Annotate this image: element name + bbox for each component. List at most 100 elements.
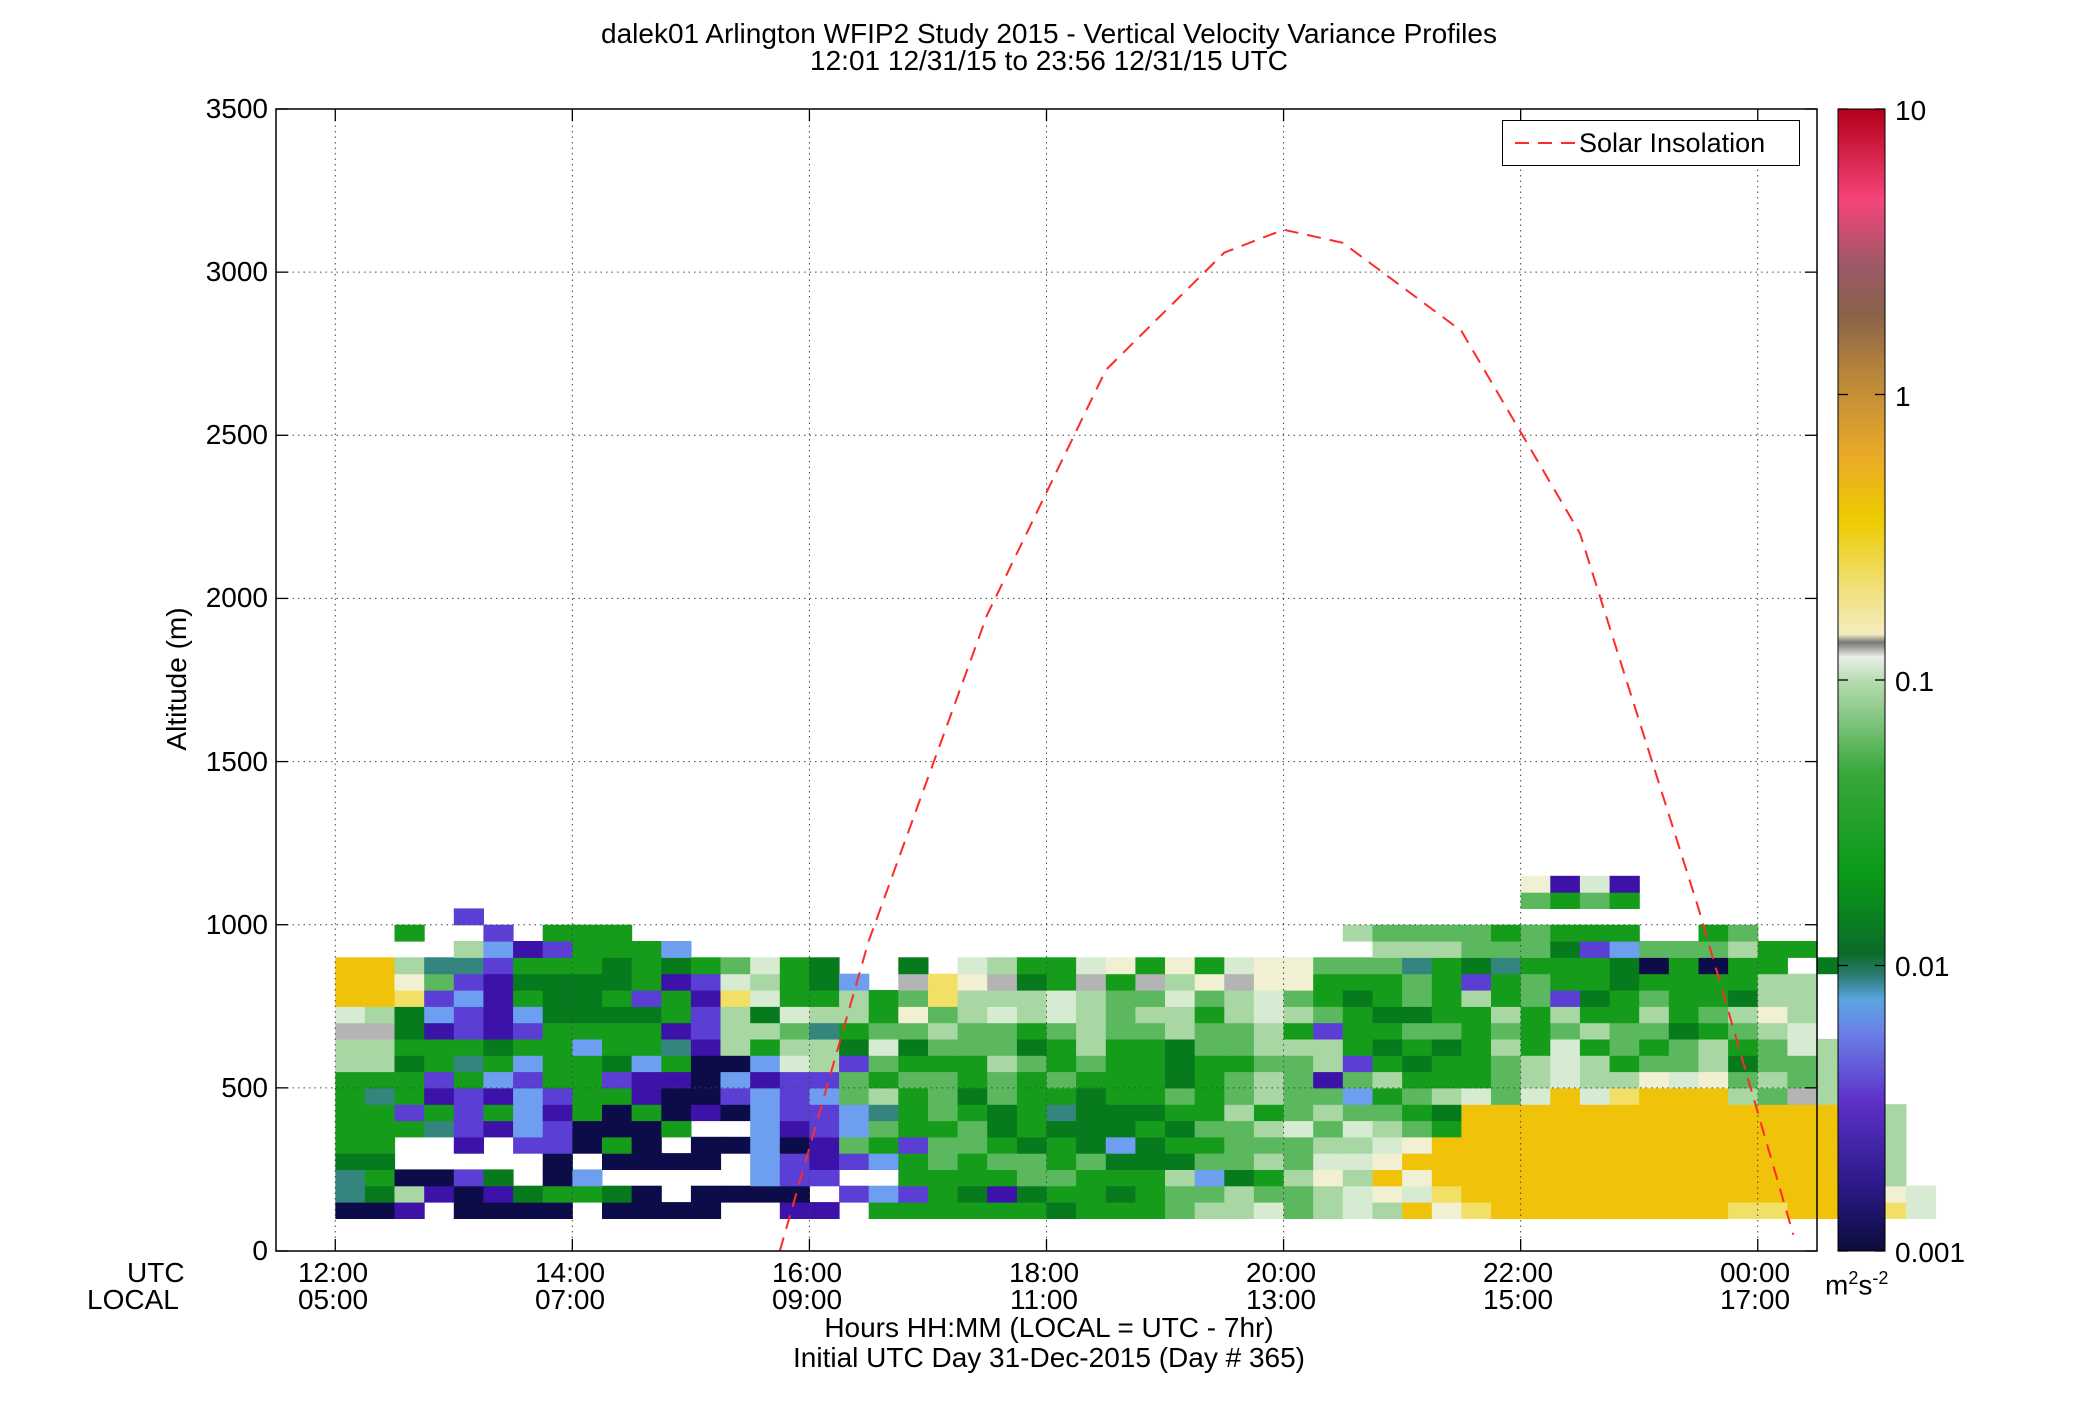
heatmap-cell xyxy=(1609,1202,1640,1219)
heatmap-cell xyxy=(1342,1185,1373,1203)
heatmap-cell xyxy=(1016,990,1048,1007)
heatmap-cell xyxy=(1757,1169,1788,1187)
heatmap-cell xyxy=(1283,1087,1314,1105)
heatmap-cell xyxy=(779,1202,810,1219)
heatmap-cell xyxy=(1253,1071,1285,1089)
heatmap-cell xyxy=(661,990,692,1007)
heatmap-cell xyxy=(957,973,988,991)
heatmap-cell xyxy=(335,1104,366,1122)
heatmap-cell xyxy=(1224,1006,1255,1024)
heatmap-cell xyxy=(809,1120,840,1138)
heatmap-cell xyxy=(1787,1006,1818,1024)
heatmap-cell xyxy=(631,957,662,975)
heatmap-cell xyxy=(957,990,988,1007)
heatmap-cell xyxy=(720,1185,751,1203)
heatmap-cell xyxy=(1016,1104,1048,1122)
heatmap-cell xyxy=(542,1185,573,1203)
heatmap-cell xyxy=(928,1071,959,1089)
heatmap-cell xyxy=(1283,973,1314,991)
heatmap-cell xyxy=(1046,1120,1077,1138)
heatmap-cell xyxy=(483,1022,514,1040)
ytick-label: 1000 xyxy=(205,909,268,940)
xtick-local-label: 11:00 xyxy=(1010,1284,1078,1315)
heatmap-cell xyxy=(364,1169,396,1187)
heatmap-cell xyxy=(661,1202,692,1219)
heatmap-cell xyxy=(1342,1071,1373,1089)
heatmap-cell xyxy=(987,1006,1018,1024)
heatmap-cell xyxy=(631,973,662,991)
heatmap-cell xyxy=(898,1071,929,1089)
heatmap-cell xyxy=(1668,1120,1699,1138)
heatmap-cell xyxy=(572,924,603,942)
heatmap-cell xyxy=(1224,957,1255,975)
heatmap-cell xyxy=(750,1087,781,1105)
heatmap-cell xyxy=(1253,973,1285,991)
heatmap-cells xyxy=(335,875,1937,1219)
heatmap-cell xyxy=(572,1104,603,1122)
heatmap-cell xyxy=(839,1022,870,1040)
heatmap-cell xyxy=(1016,1038,1048,1056)
heatmap-cell xyxy=(1046,1006,1077,1024)
heatmap-cell xyxy=(1105,990,1136,1007)
heatmap-cell xyxy=(453,1136,484,1154)
heatmap-cell xyxy=(631,1153,662,1170)
heatmap-cell xyxy=(1342,973,1373,991)
heatmap-cell xyxy=(513,941,544,958)
heatmap-cell xyxy=(572,1038,603,1056)
heatmap-cell xyxy=(1787,1185,1818,1203)
heatmap-cell xyxy=(720,973,751,991)
heatmap-cell xyxy=(1609,1153,1640,1170)
heatmap-cell xyxy=(1579,1055,1611,1073)
heatmap-cell xyxy=(513,1038,544,1056)
chart-subtitle: 12:01 12/31/15 to 23:56 12/31/15 UTC xyxy=(810,45,1288,76)
heatmap-cell xyxy=(1668,1038,1699,1056)
heatmap-cell xyxy=(1431,1038,1462,1056)
heatmap-cell xyxy=(1076,1169,1107,1187)
heatmap-cell xyxy=(957,1202,988,1219)
heatmap-cell xyxy=(1787,1022,1818,1040)
heatmap-cell xyxy=(1046,1087,1077,1105)
heatmap-cell xyxy=(1491,1055,1522,1073)
heatmap-cell xyxy=(1135,1169,1166,1187)
heatmap-cell xyxy=(1135,1087,1166,1105)
heatmap-cell xyxy=(1076,1038,1107,1056)
heatmap-cell xyxy=(424,990,455,1007)
heatmap-cell xyxy=(572,1120,603,1138)
heatmap-cell xyxy=(1639,1038,1670,1056)
heatmap-cell xyxy=(1372,924,1403,942)
heatmap-cell xyxy=(779,1153,810,1170)
heatmap-cell xyxy=(542,1153,573,1170)
heatmap-cell xyxy=(1550,1071,1581,1089)
heatmap-cell xyxy=(750,1006,781,1024)
heatmap-cell xyxy=(809,1038,840,1056)
heatmap-cell xyxy=(1668,1055,1699,1073)
ytick-label: 0 xyxy=(252,1235,268,1266)
heatmap-cell xyxy=(1491,990,1522,1007)
heatmap-cell xyxy=(868,1104,899,1122)
heatmap-cell xyxy=(1431,957,1462,975)
heatmap-cell xyxy=(453,1071,484,1089)
heatmap-cell xyxy=(1698,973,1729,991)
heatmap-cell xyxy=(1076,1071,1107,1089)
heatmap-cell xyxy=(898,1038,929,1056)
ytick-label: 2000 xyxy=(205,582,268,613)
heatmap-cell xyxy=(1135,1022,1166,1040)
heatmap-cell xyxy=(1046,1185,1077,1203)
xtick-utc-label: 00:00 xyxy=(1719,1257,1791,1288)
heatmap-cell xyxy=(957,1185,988,1203)
heatmap-cell xyxy=(1461,1104,1492,1122)
heatmap-cell xyxy=(1431,1136,1462,1154)
heatmap-cell xyxy=(1165,990,1196,1007)
heatmap-cell xyxy=(1372,1120,1403,1138)
heatmap-cell xyxy=(1461,924,1492,942)
heatmap-cell xyxy=(1135,1038,1166,1056)
heatmap-cell xyxy=(1609,875,1640,893)
heatmap-cell xyxy=(364,1202,396,1219)
colorbar-ticks xyxy=(1838,108,1885,1252)
heatmap-cell xyxy=(1016,1071,1048,1089)
heatmap-cell xyxy=(1550,1136,1581,1154)
heatmap-cell xyxy=(987,1087,1018,1105)
heatmap-cell xyxy=(1313,1071,1344,1089)
heatmap-cell xyxy=(1194,1055,1225,1073)
heatmap-cell xyxy=(1372,1006,1403,1024)
